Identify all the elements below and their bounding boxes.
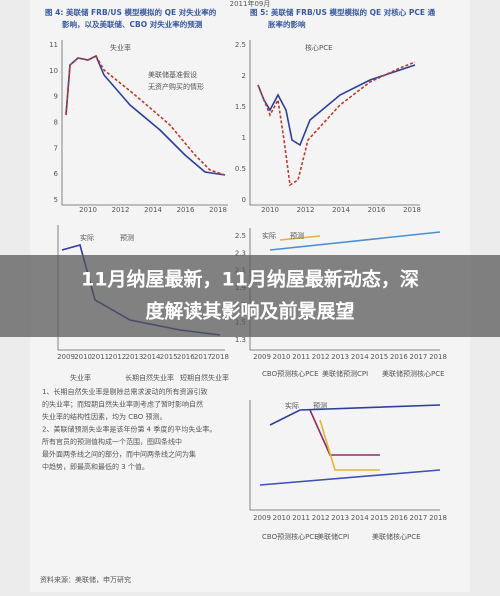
x-tick-label: 2014 <box>332 206 350 214</box>
x-tick-label: 2010 <box>273 353 291 361</box>
fig-title: 图 5: 美联储 FRB/US 模型模拟的 QE 对核心 PCE 通 <box>250 7 436 17</box>
x-tick-label: 2016 <box>177 353 195 361</box>
x-tick-label: 2012 <box>312 514 330 522</box>
y-tick-label: 2 <box>242 72 246 80</box>
x-tick-label: 2009 <box>57 353 75 361</box>
x-tick-label: 2011 <box>292 353 310 361</box>
overlay-title: 度解读其影响及前景展望 <box>145 300 354 323</box>
overlay <box>0 255 500 337</box>
legend: 无资产购买的情形 <box>148 82 204 91</box>
x-tick-label: 2013 <box>331 514 349 522</box>
legend: CBO预测核心PCE <box>262 532 319 541</box>
legend: 美联储预测CPI <box>322 369 368 378</box>
legend: CBO预测核心PCE <box>262 369 319 378</box>
y-tick-label: 11 <box>49 41 58 49</box>
x-tick-label: 2017 <box>194 353 212 361</box>
y-tick-label: 2.3 <box>235 249 246 257</box>
x-tick-label: 2017 <box>410 514 428 522</box>
overlay-title: 11月纳屋最新，11月纳屋最新动态，深 <box>81 268 419 291</box>
axis-label: 失业率 <box>110 43 131 52</box>
x-tick-label: 2014 <box>143 353 161 361</box>
y-tick-label: 10 <box>49 67 58 75</box>
x-tick-label: 2012 <box>108 353 126 361</box>
x-tick-label: 2013 <box>331 353 349 361</box>
x-tick-label: 2014 <box>351 514 369 522</box>
legend: 长期自然失业率 <box>125 373 174 382</box>
x-tick-label: 2013 <box>126 353 144 361</box>
y-tick-label: 1 <box>242 134 246 142</box>
x-tick-label: 2014 <box>144 206 162 214</box>
label: 实际 <box>262 231 276 240</box>
x-tick-label: 2016 <box>390 353 408 361</box>
y-tick-label: 2.5 <box>235 41 246 49</box>
fig-title: 胀率的影响 <box>268 19 306 29</box>
x-tick-label: 2018 <box>403 206 421 214</box>
label: 预测 <box>290 231 304 240</box>
legend: 美联储基准假设 <box>148 70 197 79</box>
note: 所有官员的预测值构成一个范围，图四条线中 <box>42 437 182 446</box>
x-tick-label: 2010 <box>74 353 92 361</box>
y-tick-label: 5 <box>54 196 58 204</box>
legend: 失业率 <box>70 373 91 382</box>
x-tick-label: 2010 <box>273 514 291 522</box>
y-tick-label: 8 <box>54 119 58 127</box>
x-tick-label: 2016 <box>177 206 195 214</box>
x-tick-label: 2016 <box>368 206 386 214</box>
label: 实际 <box>80 233 94 242</box>
note: 1、长期自然失业率是剔除总需求波动的所有资源引致 <box>42 387 207 396</box>
fig-title: 影响，以及美联储、CBO 对失业率的预测 <box>62 19 203 29</box>
x-tick-label: 2015 <box>370 353 388 361</box>
y-tick-label: 7 <box>54 144 58 152</box>
x-tick-label: 2009 <box>253 353 271 361</box>
note: 的失业率；而短期自然失业率则考虑了暂时影响自然 <box>42 400 203 409</box>
x-tick-label: 2017 <box>410 353 428 361</box>
x-tick-label: 2011 <box>91 353 109 361</box>
y-tick-label: 9 <box>54 93 58 101</box>
x-tick-label: 2014 <box>351 353 369 361</box>
x-tick-label: 2009 <box>253 514 271 522</box>
x-tick-label: 2018 <box>209 206 227 214</box>
legend: 美联储核心PCE <box>372 532 421 541</box>
x-tick-label: 2012 <box>312 353 330 361</box>
label: 预测 <box>313 401 327 410</box>
x-tick-label: 2018 <box>429 514 447 522</box>
x-tick-label: 2012 <box>297 206 315 214</box>
x-tick-label: 2016 <box>390 514 408 522</box>
y-tick-label: 1.5 <box>235 103 246 111</box>
x-tick-label: 2015 <box>160 353 178 361</box>
legend: 美联储预测核心PCE <box>382 369 445 378</box>
note: 中趋势，即最高和最低的 3 个值。 <box>42 462 149 471</box>
x-tick-label: 2011 <box>292 514 310 522</box>
date: 2011年09月 <box>230 0 271 8</box>
x-tick-label: 2015 <box>370 514 388 522</box>
label: 实际 <box>285 401 299 410</box>
x-tick-label: 2018 <box>429 353 447 361</box>
y-tick-label: 1.3 <box>235 336 246 344</box>
fig-title: 图 4: 美联储 FRB/US 模型模拟的 QE 对失业率的 <box>45 7 217 17</box>
y-tick-label: 0 <box>242 196 246 204</box>
note: 2、美联储预测失业率是该年份第 4 季度的平均失业率。 <box>42 425 216 434</box>
note: 最外面两条线之间的部分，而中间两条线之间为集 <box>42 450 196 459</box>
y-tick-label: 0.5 <box>235 165 246 173</box>
chart-lines <box>61 54 441 486</box>
x-tick-label: 2010 <box>261 206 279 214</box>
y-tick-label: 2.5 <box>235 232 246 240</box>
x-tick-label: 2012 <box>112 206 130 214</box>
axis-label: 核心PCE <box>305 43 333 52</box>
note: 失业率的结构性因素，均为 CBO 预测。 <box>42 412 167 421</box>
source: 资料来源：美联储，申万研究 <box>40 575 131 584</box>
legend: 短期自然失业率 <box>180 373 229 382</box>
x-tick-label: 2018 <box>211 353 229 361</box>
legend: 美联储CPI <box>317 532 349 541</box>
y-tick-label: 6 <box>54 170 59 178</box>
label: 预测 <box>120 233 134 242</box>
x-tick-label: 2010 <box>79 206 97 214</box>
